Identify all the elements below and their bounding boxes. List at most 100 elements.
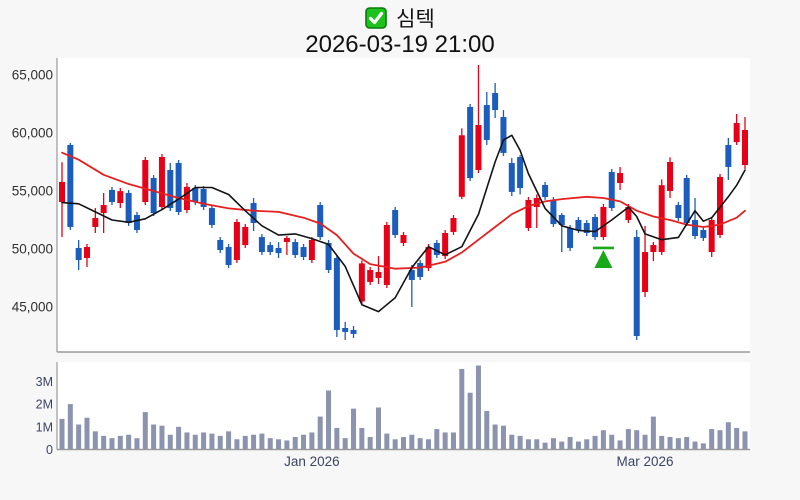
candle-body [433, 242, 440, 256]
volume-bar [667, 437, 673, 450]
volume-bar [351, 408, 357, 450]
volume-bar [59, 418, 65, 450]
candle-body [567, 228, 574, 248]
chart-title: 심텍 [0, 5, 800, 31]
volume-bar [592, 435, 598, 450]
volume-bar [342, 438, 348, 450]
volume-bar [309, 432, 315, 450]
candle-body [525, 199, 532, 229]
candle-body [608, 171, 615, 209]
volume-bar [567, 437, 573, 450]
candle-body [533, 197, 540, 208]
volume-bar [284, 440, 290, 450]
long-moving-average-line [61, 151, 746, 270]
volume-bar [76, 424, 82, 450]
candle-body [150, 178, 157, 214]
candle-body [183, 186, 190, 211]
volume-axis-label: 1M [36, 420, 53, 434]
candle-body [442, 232, 449, 257]
candle-body [550, 199, 557, 225]
candle-body [75, 247, 82, 261]
volume-bar [109, 438, 115, 450]
candle-body [67, 144, 74, 227]
candle-body [450, 218, 457, 232]
candle-body [675, 205, 682, 219]
volume-bar [492, 424, 498, 450]
volume-bar [484, 410, 490, 450]
candle-body [59, 181, 65, 203]
candle-body [392, 210, 399, 235]
volume-bar [142, 412, 148, 450]
candle-body [250, 203, 257, 224]
candle-body [342, 327, 349, 332]
candle-body [333, 258, 340, 330]
checked-checkbox-icon [365, 7, 387, 29]
volume-bar [92, 431, 98, 450]
candle-body [467, 107, 474, 179]
candle-body [400, 234, 407, 243]
volume-bar [359, 427, 365, 450]
candle-body [100, 205, 107, 214]
volume-bar [251, 434, 257, 450]
candle-body [417, 263, 424, 277]
candle-body [408, 269, 415, 280]
candle-body [133, 215, 140, 230]
candle-body [192, 187, 199, 203]
candle-body [708, 220, 715, 253]
volume-bar [500, 425, 506, 450]
candle-body [475, 124, 482, 171]
symbol-name: 심텍 [396, 8, 435, 31]
volume-bar [384, 433, 390, 450]
candle-body [458, 135, 465, 197]
candle-body [142, 160, 149, 203]
volume-bar [317, 416, 323, 450]
short-moving-average-line [61, 134, 746, 313]
price-axis-label: 65,000 [12, 68, 53, 83]
volume-bar [650, 416, 656, 450]
volume-bar [192, 434, 198, 450]
volume-bar [201, 432, 207, 450]
volume-bar [326, 390, 332, 450]
candle-body [558, 215, 565, 225]
volume-axis-label: 3M [36, 375, 53, 389]
candle-body [542, 184, 549, 198]
volume-bar [276, 439, 282, 450]
candle-body [350, 329, 357, 334]
candle-body [725, 144, 732, 167]
volume-bar [184, 432, 190, 450]
volume-bar [134, 438, 140, 450]
candle-body [517, 157, 524, 188]
volume-bar [692, 441, 698, 450]
volume-bar [675, 438, 681, 450]
volume-bar [550, 438, 556, 450]
volume-bar [101, 435, 107, 450]
candle-body [508, 163, 515, 192]
candle-body [742, 129, 748, 166]
volume-bar [367, 437, 373, 450]
volume-bar [534, 439, 540, 450]
candle-body [700, 229, 707, 238]
volume-bar [434, 429, 440, 450]
candle-body [175, 163, 182, 212]
volume-axis-label: 0 [46, 443, 53, 457]
volume-bar [617, 440, 623, 450]
volume-bar [575, 441, 581, 450]
candle-body [92, 218, 99, 227]
candle-body [225, 247, 232, 266]
candle-body [308, 239, 315, 261]
volume-bar [301, 434, 307, 450]
volume-bar [542, 442, 548, 450]
candle-body [425, 247, 432, 269]
volume-bar [234, 439, 240, 450]
volume-bar [700, 443, 706, 450]
candle-body [625, 207, 632, 220]
candle-body [233, 221, 240, 261]
candle-body [275, 247, 282, 254]
volume-bar [625, 429, 631, 450]
volume-bar [176, 426, 182, 450]
volume-bar [509, 434, 515, 450]
candle-body [300, 247, 307, 258]
candle-body [242, 226, 249, 246]
candle-body [317, 205, 324, 238]
